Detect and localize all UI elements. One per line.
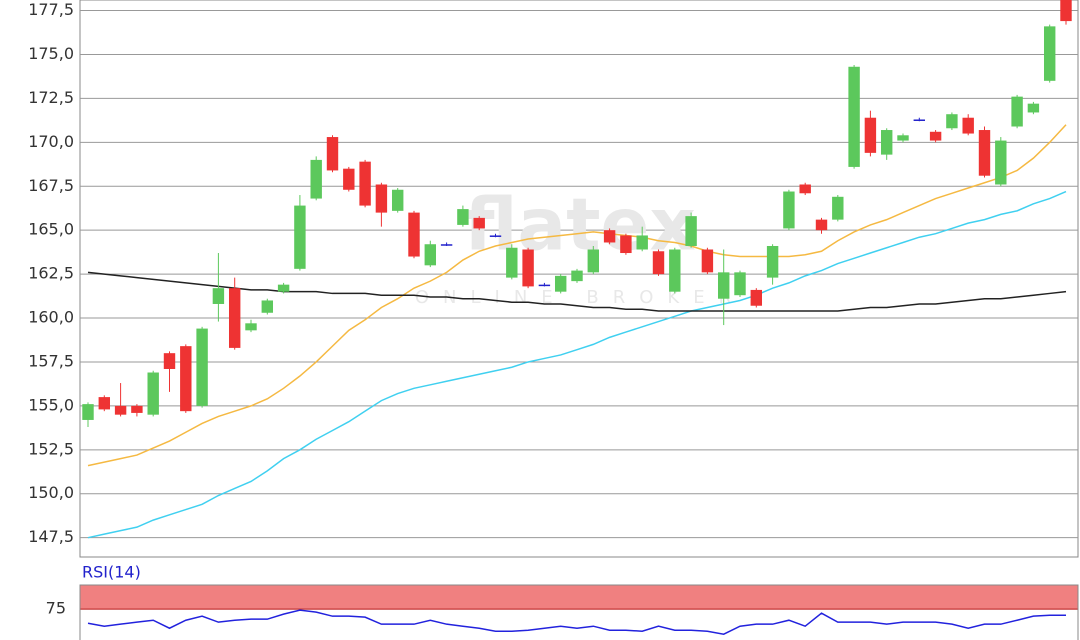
rsi-frame [79,584,1079,640]
candle-body [652,251,665,275]
y-tick-label: 167,5 [28,176,74,195]
candle-body [196,328,208,406]
candle-body [880,130,893,155]
moving-average [87,190,1067,539]
candle-body [98,397,111,410]
candle-body [685,216,697,246]
y-tick-label: 152,5 [28,439,74,458]
rsi-line [87,609,1066,635]
candle-body [440,244,453,246]
candle-body [212,288,225,304]
candle-body [522,249,534,287]
candle-body [391,189,404,211]
y-tick-label: 160,0 [28,308,74,327]
y-tick-label: 177,5 [28,0,74,19]
candle-body [603,230,616,243]
candle-body [277,284,290,292]
candle-body [294,205,306,269]
rsi-tick-label: 75 [46,599,66,618]
candle-body [326,137,339,171]
candle-body [799,184,811,194]
rsi-band [80,585,1078,610]
candle-body [473,217,485,229]
candle-body [245,323,257,331]
candle-body [750,289,763,306]
moving-average [87,124,1067,467]
candle-body [489,235,502,237]
candle-body [962,117,974,134]
candle-body [946,114,958,129]
candle-body [506,247,518,278]
candle-body [228,288,241,348]
candle-body [1011,96,1023,127]
candle-body [1043,26,1056,81]
candle-body [766,245,779,278]
candle-body [815,219,828,231]
candle-body [310,159,322,199]
candle-body [783,191,795,229]
y-tick-label: 165,0 [28,220,74,239]
candle-body [978,130,991,176]
candle-body [587,249,600,273]
moving-average [87,271,1067,312]
candle-body [1060,0,1072,22]
candle-body [701,249,714,273]
candle-body [375,184,388,213]
candle-body [457,209,469,225]
candle-body [147,372,159,415]
y-tick-label: 170,0 [28,132,74,151]
watermark-sub: ONLINE BROKER [415,287,745,308]
candle-body [261,300,274,313]
candle-body [620,235,632,254]
candle-body [538,284,551,287]
candle-body [913,119,926,121]
candle-body [163,353,176,369]
y-tick-label: 162,5 [28,264,74,283]
candle-body [131,405,143,413]
candle-body [717,272,730,299]
candle-body [343,168,355,190]
candle-body [554,275,567,292]
candle-body [832,196,844,220]
y-tick-label: 147,5 [28,527,74,546]
candle-body [82,404,94,420]
candle-body [114,405,127,415]
candle-body [995,140,1007,185]
candle-body [848,66,860,167]
candle-body [929,131,942,141]
candle-body [424,244,437,266]
candle-body [636,235,648,250]
candle-body [180,346,192,412]
candle-body [669,249,681,292]
candle-body [734,272,746,296]
y-tick-label: 172,5 [28,88,74,107]
y-tick-label: 150,0 [28,483,74,502]
y-tick-label: 155,0 [28,395,74,414]
candle-body [864,117,877,153]
candle-body [897,135,909,141]
candle-body [359,161,371,206]
y-tick-label: 157,5 [28,351,74,370]
rsi-label: RSI(14) [82,563,141,582]
y-tick-label: 175,0 [28,44,74,63]
candle-body [571,270,583,282]
candle-body [1027,103,1040,113]
candle-body [408,212,420,257]
